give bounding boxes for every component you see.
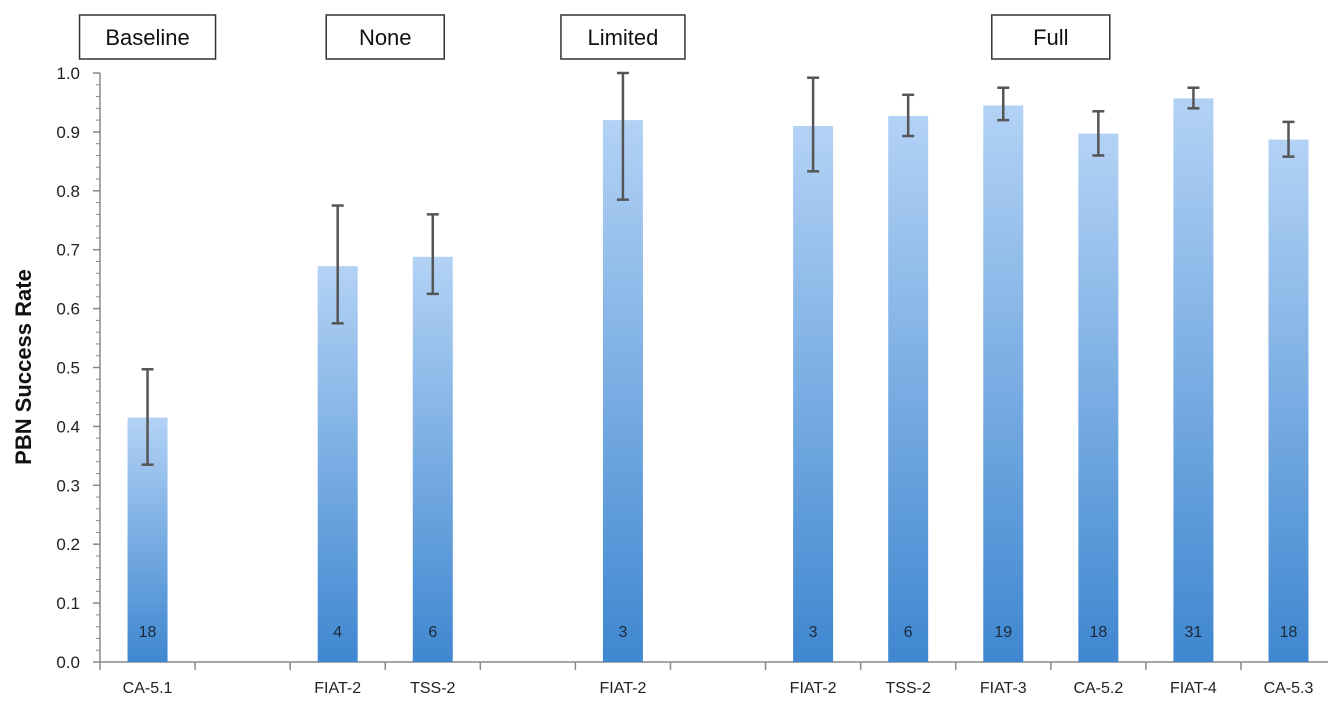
x-category-label: FIAT-2 (600, 680, 647, 697)
x-category-label: CA-5.2 (1073, 680, 1123, 697)
y-tick-label: 0.3 (56, 476, 80, 495)
bar (412, 256, 453, 662)
bar-count-label: 19 (994, 624, 1012, 641)
y-tick-label: 0.6 (56, 300, 80, 319)
y-tick-label: 0.2 (56, 535, 80, 554)
x-category-label: CA-5.3 (1264, 680, 1314, 697)
error-bar (1092, 110, 1105, 157)
bar (983, 105, 1024, 662)
bars (127, 71, 1309, 663)
y-tick-label: 0.4 (56, 417, 80, 436)
error-bar (1282, 120, 1295, 158)
x-category-label: FIAT-2 (314, 680, 361, 697)
error-bar (997, 86, 1010, 122)
bar-count-label: 4 (333, 624, 342, 641)
group-header: Baseline (78, 14, 217, 60)
y-tick-label: 0.5 (56, 359, 80, 378)
y-tick-label: 0.7 (56, 241, 80, 260)
group-header: Full (991, 14, 1111, 60)
group-header: Limited (560, 14, 686, 60)
error-bar (807, 76, 820, 173)
y-tick-label: 0.1 (56, 594, 80, 613)
bar-count-label: 18 (1089, 624, 1107, 641)
error-bar (1187, 86, 1200, 110)
x-category-label: FIAT-4 (1170, 680, 1217, 697)
error-bar (141, 368, 154, 466)
group-header-label: None (359, 25, 412, 50)
x-category-label: FIAT-2 (790, 680, 837, 697)
y-tick-label: 0.9 (56, 123, 80, 142)
bar (793, 126, 834, 662)
group-header-label: Full (1033, 25, 1068, 50)
bar (888, 115, 929, 662)
bar-count-label: 18 (1280, 624, 1298, 641)
bar-count-label: 31 (1185, 624, 1203, 641)
y-tick-label: 0.8 (56, 182, 80, 201)
bar (602, 120, 643, 663)
group-header: None (325, 14, 445, 60)
bar-count-label: 6 (428, 624, 437, 641)
x-category-label: CA-5.1 (123, 680, 173, 697)
labels: 18 CA-5.1 4 FIAT-2 6 TSS-2 3 FIAT-2 3 FIAT-2 6 TSS-… (78, 14, 1314, 697)
bar-count-label: 18 (139, 624, 157, 641)
error-bar (616, 71, 629, 201)
bar (1173, 98, 1214, 662)
bar-count-label: 6 (904, 624, 913, 641)
bar (317, 266, 358, 662)
group-header-label: Baseline (105, 25, 189, 50)
x-category-label: TSS-2 (410, 680, 455, 697)
y-tick-label: 1.0 (56, 64, 80, 83)
group-header-label: Limited (587, 25, 658, 50)
error-bar (426, 213, 439, 296)
y-tick-label: 0.0 (56, 653, 80, 672)
y-axis-label: PBN Success Rate (11, 269, 36, 465)
bar (1268, 139, 1309, 662)
bar-count-label: 3 (618, 624, 627, 641)
error-bar (902, 93, 915, 138)
error-bar (331, 204, 344, 325)
bar (1078, 133, 1119, 663)
bar-count-label: 3 (809, 624, 818, 641)
x-category-label: FIAT-3 (980, 680, 1027, 697)
axes: 0.0 0.1 0.2 0.3 0.4 0.5 0.6 0.7 0.8 0.9 1.0 (56, 64, 1328, 672)
x-category-label: TSS-2 (886, 680, 931, 697)
